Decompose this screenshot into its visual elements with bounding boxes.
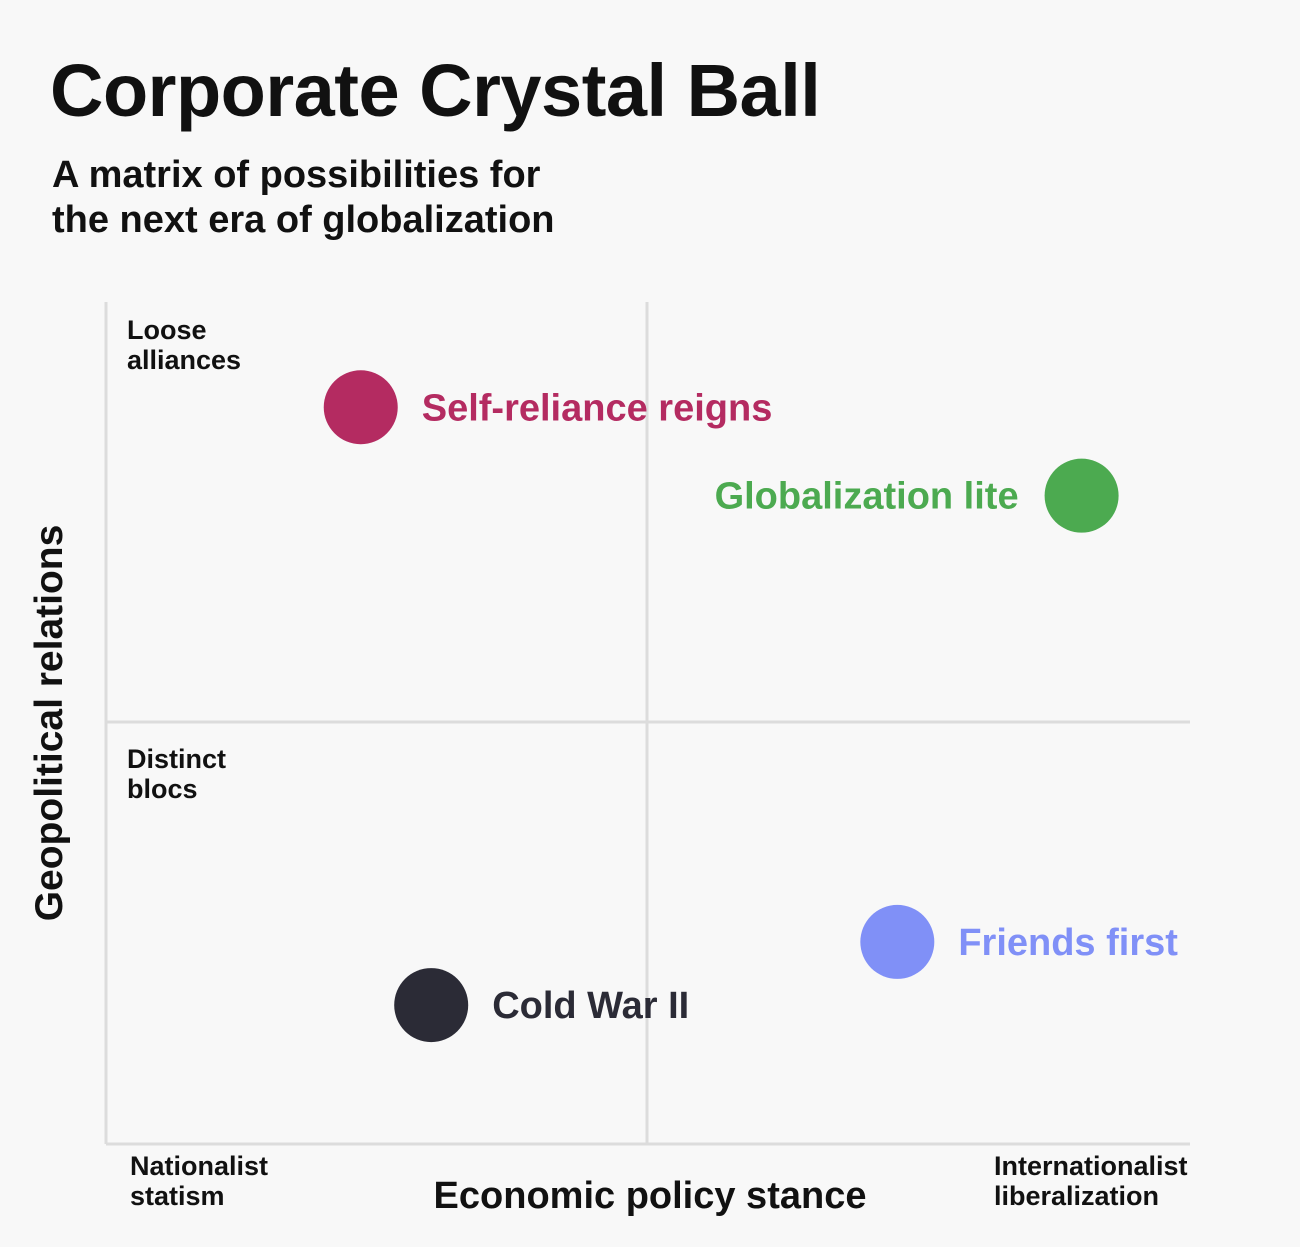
point-label-friends-first: Friends first <box>958 922 1178 964</box>
x-axis-title: Economic policy stance <box>433 1175 867 1217</box>
y-tick-low-line-2: blocs <box>127 774 198 804</box>
point-label-self-reliance-reigns: Self-reliance reigns <box>422 387 773 429</box>
point-label-globalization-lite: Globalization lite <box>715 476 1019 518</box>
point-self-reliance-reigns <box>323 370 398 445</box>
x-tick-high: Internationalist liberalization <box>994 1151 1188 1211</box>
y-axis-title: Geopolitical relations <box>28 524 71 922</box>
subtitle-line-1: A matrix of possibilities for <box>52 154 541 196</box>
points-layer: Self-reliance reigns Globalization lite Fr… <box>323 370 1178 1043</box>
x-tick-high-line-1: Internationalist <box>994 1151 1188 1181</box>
x-tick-high-line-2: liberalization <box>994 1181 1160 1211</box>
y-tick-low-line-1: Distinct <box>127 744 227 774</box>
y-tick-high-line-2: alliances <box>127 345 242 375</box>
point-cold-war-ii <box>394 968 469 1043</box>
y-tick-high-line-1: Loose <box>127 315 207 345</box>
x-tick-low: Nationalist statism <box>130 1151 268 1211</box>
grid-layer <box>104 302 1190 1146</box>
x-tick-low-line-2: statism <box>130 1181 225 1211</box>
chart-subtitle: A matrix of possibilities for the next e… <box>52 153 692 243</box>
y-tick-high: Loose alliances <box>127 315 241 375</box>
chart-title: Corporate Crystal Ball <box>50 49 821 132</box>
x-tick-low-line-1: Nationalist <box>130 1151 269 1181</box>
y-tick-low: Distinct blocs <box>127 744 226 804</box>
point-friends-first <box>860 904 935 979</box>
point-label-cold-war-ii: Cold War II <box>492 985 689 1027</box>
point-globalization-lite <box>1044 458 1119 533</box>
subtitle-line-2: the next era of globalization <box>52 199 555 241</box>
